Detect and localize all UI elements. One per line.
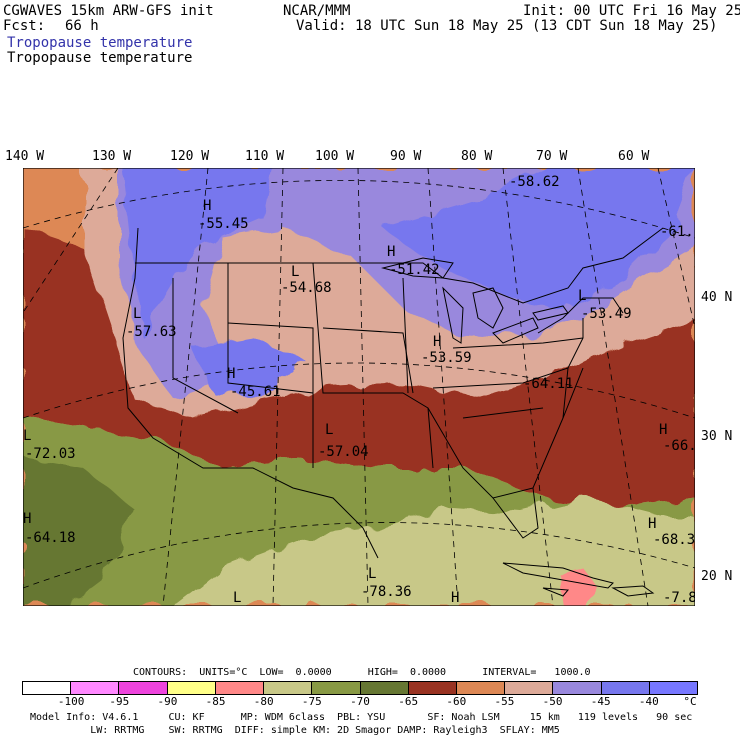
lon-label: 120 W (170, 149, 210, 164)
lon-label: 130 W (92, 149, 132, 164)
color-swatch (456, 682, 506, 694)
lon-label: 110 W (245, 149, 285, 164)
colorbar-tick-label: -55 (494, 695, 515, 708)
color-swatch (71, 682, 120, 694)
extremum-value: -53.59 (421, 350, 472, 366)
fcst-label: Fcst: (3, 18, 46, 34)
extremum-value: -64.18 (25, 530, 76, 546)
political-boundaries (122, 227, 664, 559)
lon-label: 90 W (390, 149, 422, 164)
valid-time: Valid: 18 UTC Sun 18 May 25 (13 CDT Sun … (296, 18, 718, 34)
color-swatch (215, 682, 265, 694)
colorbar-tick-label: -95 (109, 695, 130, 708)
color-swatch (601, 682, 650, 694)
colorbar-tick-label: -70 (350, 695, 370, 708)
extremum-type: H (203, 198, 211, 214)
lon-label: 60 W (618, 149, 650, 164)
colorbar-tick-label: -45 (590, 695, 611, 708)
extremum-value: -72.03 (25, 446, 76, 462)
extremum-type: L (233, 590, 241, 606)
shading-band-45 (193, 338, 303, 398)
extremum-value: -68.3 (653, 532, 695, 548)
color-swatch (649, 682, 698, 694)
extremum-type: H (648, 516, 656, 532)
colorbar-tick-label: -50 (542, 695, 563, 708)
model-info-line1: Model Info: V4.6.1 CU: KF MP: WDM 6class… (30, 712, 693, 723)
extremum-value: -58.62 (509, 174, 560, 190)
color-swatch (23, 682, 72, 694)
color-swatch (167, 682, 216, 694)
extremum-type: L (368, 566, 376, 582)
color-swatch (312, 682, 361, 694)
lon-label: 70 W (536, 149, 568, 164)
init-time: Init: 00 UTC Fri 16 May 25 (523, 3, 740, 19)
extremum-value: -61.5 (660, 224, 695, 240)
extremum-value: -45.61 (230, 384, 281, 400)
shaded-field-title: Tropopause temperature (7, 35, 193, 51)
extremum-value: -78.36 (361, 584, 412, 600)
shading-band-85 (558, 568, 598, 606)
extremum-value: -64.11 (523, 376, 574, 392)
extremum-type: L (325, 422, 333, 438)
extremum-type: L (23, 428, 31, 444)
extremum-type: L (133, 306, 141, 322)
extremum-type: H (23, 511, 31, 527)
lon-label: 80 W (461, 149, 493, 164)
colorbar-tick-label: -90 (157, 695, 178, 708)
model-title: CGWAVES 15km ARW-GFS init (3, 3, 214, 19)
color-swatch (264, 682, 313, 694)
colorbar-unit: °C (683, 695, 697, 708)
colorbar-tick-label: -60 (446, 695, 467, 708)
extrema-labels: H -55.45 L -54.68 H -51.42 -58.62 -61.5 … (23, 174, 695, 606)
extremum-type: L (578, 288, 586, 304)
extremum-value: -7.89 (663, 590, 695, 606)
contour-field-title: Tropopause temperature (7, 50, 193, 66)
colorbar-tick-label: -40 (638, 695, 659, 708)
fcst-hours: 66 h (65, 18, 99, 34)
contours-info: CONTOURS: UNITS=°C LOW= 0.0000 HIGH= 0.0… (133, 667, 591, 678)
colorbar-tick-label: -85 (205, 695, 226, 708)
shading-band-45 (383, 168, 695, 308)
extremum-value: -53.49 (581, 306, 632, 322)
color-swatch (553, 682, 602, 694)
extremum-value: -57.04 (318, 444, 369, 460)
lat-label: 20 N (701, 569, 733, 584)
color-swatch (505, 682, 554, 694)
extremum-type: H (433, 334, 441, 350)
org-label: NCAR/MMM (283, 3, 351, 19)
lat-label: 40 N (701, 290, 733, 305)
great-lakes (381, 257, 569, 344)
colorbar-tick-label: -80 (253, 695, 274, 708)
extremum-value: -57.63 (126, 324, 177, 340)
lon-label: 100 W (315, 149, 355, 164)
color-swatch (360, 682, 409, 694)
lat-lon-grid (23, 168, 695, 606)
lat-label: 30 N (701, 429, 733, 444)
colorbar-tick-label: -65 (398, 695, 419, 708)
extremum-value: -51.42 (389, 262, 440, 278)
lon-label: 140 W (5, 149, 45, 164)
extremum-value: -55.45 (198, 216, 249, 232)
extremum-type: H (659, 422, 667, 438)
colorbar-tick-label: -100 (57, 695, 85, 708)
shading-band-75 (23, 458, 133, 606)
extremum-type: L (291, 264, 299, 280)
shading-band-45 (123, 168, 273, 338)
color-swatch (119, 682, 168, 694)
extremum-value: -54.68 (281, 280, 332, 296)
extremum-type: H (227, 366, 235, 382)
color-bar (22, 681, 698, 695)
shading-band-65 (23, 228, 695, 508)
caribbean-islands (502, 562, 655, 597)
tropopause-temperature-map: H -55.45 L -54.68 H -51.42 -58.62 -61.5 … (23, 168, 695, 606)
extremum-type: H (451, 590, 459, 606)
colorbar-tick-label: -75 (301, 695, 322, 708)
color-swatch (408, 682, 457, 694)
extremum-value: -66. (663, 438, 695, 454)
model-info-line2: LW: RRTMG SW: RRTMG DIFF: simple KM: 2D … (30, 725, 560, 736)
extremum-type: H (387, 244, 395, 260)
